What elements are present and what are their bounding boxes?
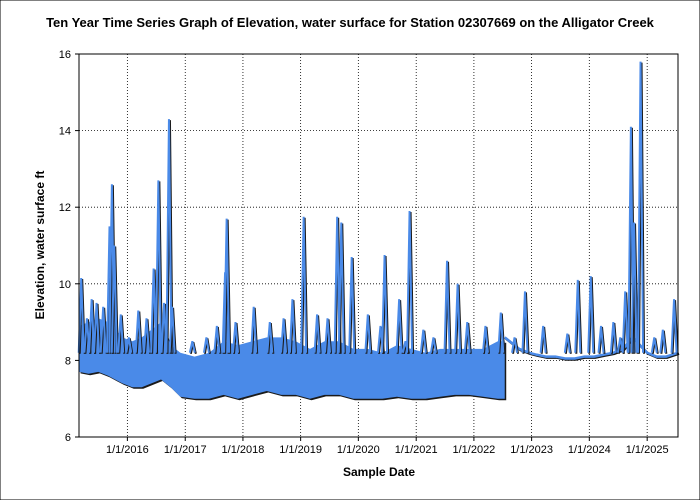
x-tick-label: 1/1/2025	[626, 444, 669, 456]
series-spike	[637, 61, 645, 353]
y-tick-label: 6	[65, 432, 71, 444]
plot-frame	[78, 53, 679, 438]
y-tick-label: 8	[65, 355, 71, 367]
series-spike	[463, 322, 471, 353]
series-spike	[419, 329, 427, 353]
series-spike	[454, 283, 462, 353]
series-spike	[223, 218, 231, 353]
series-spike	[88, 299, 96, 353]
series-spike	[521, 291, 529, 353]
series-spike	[110, 245, 118, 353]
series-spike	[77, 278, 85, 353]
x-tick-label: 1/1/2018	[222, 444, 265, 456]
x-tick-label: 1/1/2021	[395, 444, 438, 456]
series-spike	[300, 216, 308, 353]
series-spike	[117, 314, 125, 353]
series-spike	[324, 318, 332, 353]
data-series	[77, 61, 680, 401]
series-spike	[232, 322, 240, 353]
series-spike	[134, 310, 142, 353]
series-spike	[406, 211, 414, 353]
x-tick-label: 1/1/2017	[164, 444, 207, 456]
x-tick-label: 1/1/2024	[568, 444, 611, 456]
series-spike	[511, 337, 519, 353]
series-spike	[395, 299, 403, 353]
series-spike	[670, 299, 678, 353]
series-spike	[313, 314, 321, 353]
series-spike	[213, 325, 221, 353]
series-spike	[154, 180, 162, 353]
series-spike	[574, 279, 582, 353]
x-tick-label: 1/1/2016	[106, 444, 149, 456]
series-spike	[563, 333, 571, 353]
series-spike	[337, 222, 345, 353]
series-spike	[539, 325, 547, 353]
series-spike	[364, 314, 372, 353]
x-tick-label: 1/1/2019	[279, 444, 322, 456]
series-spike	[99, 306, 107, 353]
series-spike	[280, 318, 288, 353]
series-spike	[381, 255, 389, 353]
x-axis-label: Sample Date	[343, 465, 415, 479]
chart-title: Ten Year Time Series Graph of Elevation,…	[46, 15, 655, 30]
y-tick-label: 12	[59, 202, 71, 214]
series-spike	[630, 222, 638, 353]
x-tick-label: 1/1/2020	[337, 444, 380, 456]
series-spike	[650, 337, 658, 353]
series-spike	[266, 322, 274, 353]
y-axis-label: Elevation, water surface ft	[33, 171, 47, 320]
series-spike	[93, 302, 101, 353]
x-axis: 1/1/2016 1/1/2017 1/1/2018 1/1/2019 1/1/2020…	[106, 437, 669, 456]
series-spike	[288, 299, 296, 353]
y-tick-label: 10	[59, 279, 71, 291]
series-spike	[587, 276, 595, 353]
series-band	[79, 318, 505, 399]
series-spike	[429, 337, 437, 353]
series-spike	[659, 329, 667, 353]
series-spike	[83, 318, 91, 353]
series-spike	[597, 325, 605, 353]
series-spike	[443, 260, 451, 353]
grid-lines	[79, 54, 678, 437]
series-spike	[250, 306, 258, 353]
series-spike	[481, 325, 489, 353]
y-tick-label: 16	[59, 49, 71, 61]
x-tick-label: 1/1/2022	[452, 444, 495, 456]
series-spike	[125, 337, 133, 353]
series-spike	[348, 256, 356, 353]
series-spike	[188, 341, 196, 353]
series-spike	[621, 291, 629, 353]
y-tick-label: 14	[59, 126, 71, 138]
x-tick-label: 1/1/2023	[510, 444, 553, 456]
series-spike	[165, 119, 173, 353]
series-spike	[609, 322, 617, 353]
series-spike	[168, 306, 176, 353]
series-spike	[497, 312, 505, 353]
series-spike	[202, 337, 210, 353]
series-spike	[143, 318, 151, 353]
y-axis: 6 8 10 12 14 16	[59, 49, 79, 444]
